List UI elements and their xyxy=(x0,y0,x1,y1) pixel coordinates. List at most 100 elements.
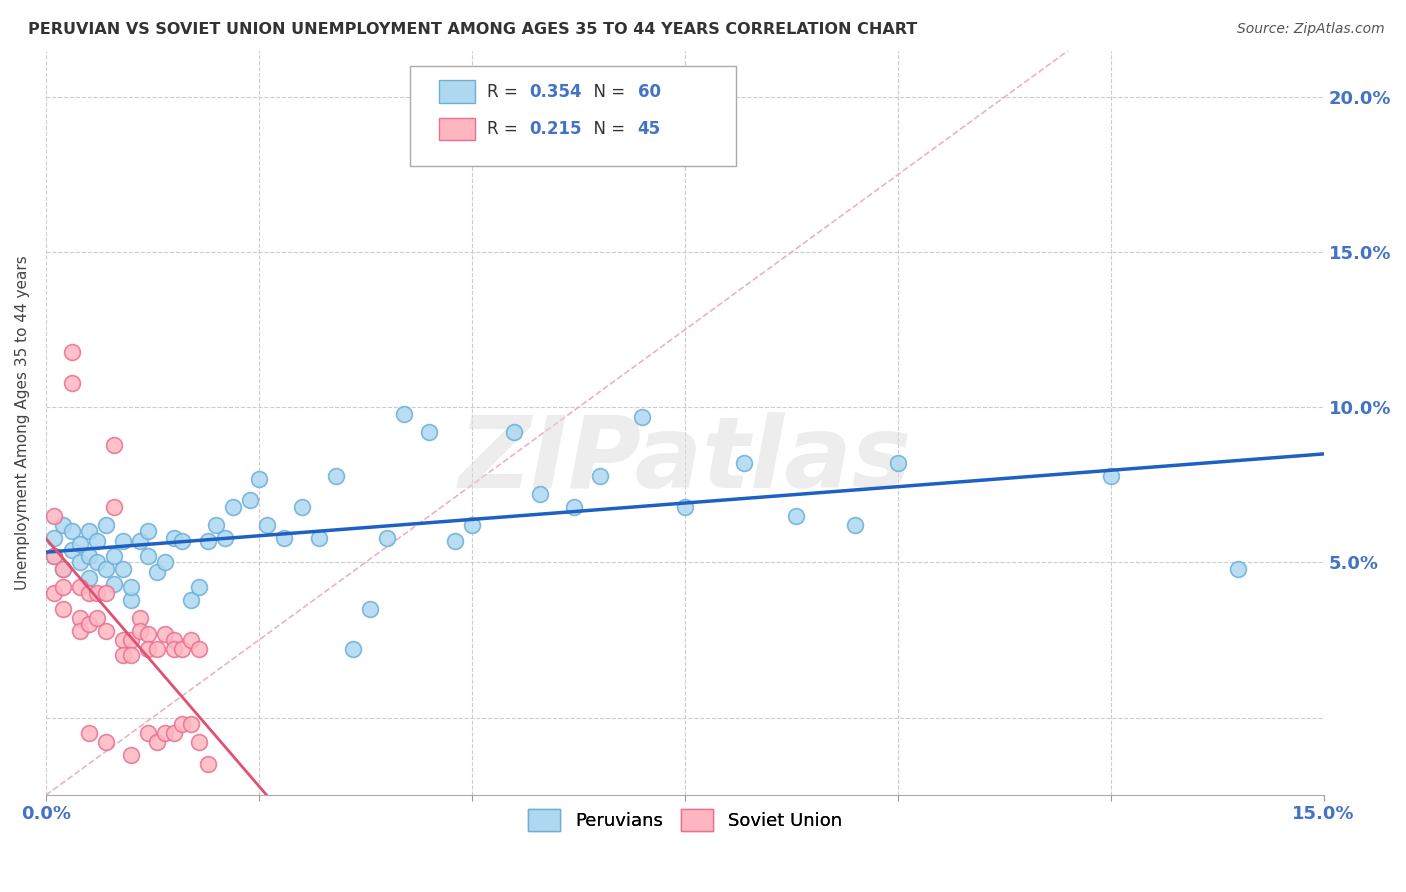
Point xyxy=(69,611,91,625)
Point xyxy=(77,549,100,564)
Point xyxy=(128,624,150,638)
Point xyxy=(136,524,159,539)
Point xyxy=(86,611,108,625)
Point xyxy=(145,642,167,657)
Point xyxy=(94,518,117,533)
Point xyxy=(308,531,330,545)
Point xyxy=(103,437,125,451)
Point xyxy=(77,726,100,740)
Point xyxy=(77,571,100,585)
Point xyxy=(145,735,167,749)
Point xyxy=(155,556,177,570)
Point xyxy=(136,549,159,564)
Point xyxy=(103,577,125,591)
Text: N =: N = xyxy=(582,83,630,101)
Point xyxy=(77,586,100,600)
Point xyxy=(392,407,415,421)
Point xyxy=(529,487,551,501)
Point xyxy=(136,627,159,641)
Point xyxy=(52,561,75,575)
Point xyxy=(325,468,347,483)
Point xyxy=(103,500,125,514)
Point xyxy=(86,586,108,600)
Text: R =: R = xyxy=(486,83,523,101)
Point xyxy=(77,524,100,539)
Point xyxy=(163,531,186,545)
Point xyxy=(197,757,219,772)
FancyBboxPatch shape xyxy=(440,80,475,103)
Point xyxy=(172,533,194,548)
Text: 0.215: 0.215 xyxy=(529,120,582,138)
Point xyxy=(136,726,159,740)
Point xyxy=(86,533,108,548)
Point xyxy=(163,726,186,740)
Point xyxy=(44,549,66,564)
Text: Source: ZipAtlas.com: Source: ZipAtlas.com xyxy=(1237,22,1385,37)
Point xyxy=(733,456,755,470)
Point xyxy=(673,500,696,514)
Point xyxy=(290,500,312,514)
Point xyxy=(418,425,440,440)
Point xyxy=(86,556,108,570)
Text: ZIPatlas: ZIPatlas xyxy=(458,411,911,508)
Point xyxy=(155,627,177,641)
Point xyxy=(205,518,228,533)
FancyBboxPatch shape xyxy=(411,66,735,166)
Point xyxy=(180,592,202,607)
Point xyxy=(844,518,866,533)
Legend: Peruvians, Soviet Union: Peruvians, Soviet Union xyxy=(520,802,849,838)
Point xyxy=(120,632,142,647)
Point xyxy=(60,524,83,539)
Point xyxy=(52,580,75,594)
Point xyxy=(44,586,66,600)
Point xyxy=(375,531,398,545)
Point xyxy=(136,642,159,657)
Point xyxy=(443,533,465,548)
Point xyxy=(155,726,177,740)
Point xyxy=(60,344,83,359)
Point xyxy=(887,456,910,470)
Point xyxy=(94,586,117,600)
Point xyxy=(503,425,526,440)
Point xyxy=(588,468,610,483)
Point xyxy=(172,642,194,657)
Point xyxy=(52,518,75,533)
Point xyxy=(562,500,585,514)
Point xyxy=(69,556,91,570)
Point xyxy=(172,716,194,731)
Point xyxy=(111,648,134,663)
Point xyxy=(1099,468,1122,483)
Point xyxy=(94,561,117,575)
Point xyxy=(44,531,66,545)
Point xyxy=(1227,561,1250,575)
Point xyxy=(128,533,150,548)
Point xyxy=(180,716,202,731)
Text: PERUVIAN VS SOVIET UNION UNEMPLOYMENT AMONG AGES 35 TO 44 YEARS CORRELATION CHAR: PERUVIAN VS SOVIET UNION UNEMPLOYMENT AM… xyxy=(28,22,917,37)
FancyBboxPatch shape xyxy=(440,118,475,140)
Point xyxy=(180,632,202,647)
Point xyxy=(256,518,278,533)
Point xyxy=(163,642,186,657)
Point xyxy=(60,376,83,390)
Point xyxy=(111,632,134,647)
Point xyxy=(69,624,91,638)
Point xyxy=(52,561,75,575)
Text: 45: 45 xyxy=(637,120,661,138)
Point xyxy=(188,735,211,749)
Point xyxy=(44,549,66,564)
Point xyxy=(120,747,142,762)
Point xyxy=(222,500,245,514)
Text: N =: N = xyxy=(582,120,630,138)
Text: 60: 60 xyxy=(637,83,661,101)
Y-axis label: Unemployment Among Ages 35 to 44 years: Unemployment Among Ages 35 to 44 years xyxy=(15,255,30,591)
Point xyxy=(273,531,295,545)
Point xyxy=(111,561,134,575)
Text: 0.354: 0.354 xyxy=(529,83,582,101)
Point xyxy=(461,518,484,533)
Point xyxy=(94,624,117,638)
Point xyxy=(188,642,211,657)
Text: R =: R = xyxy=(486,120,523,138)
Point xyxy=(52,602,75,616)
Point xyxy=(120,648,142,663)
Point xyxy=(342,642,364,657)
